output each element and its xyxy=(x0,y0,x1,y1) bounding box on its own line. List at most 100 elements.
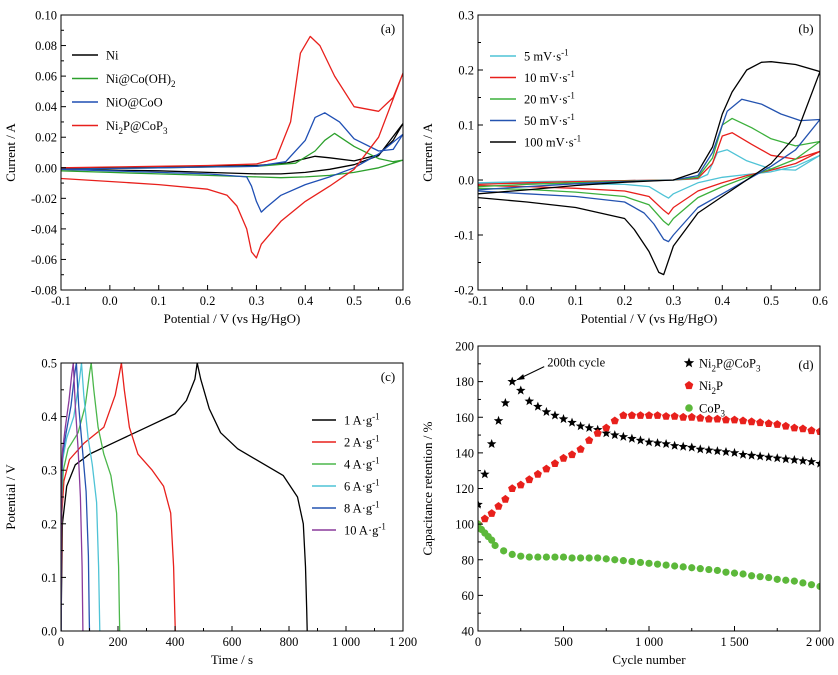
legend-label: 2 A·g-1 xyxy=(344,434,380,450)
data-point xyxy=(695,444,706,454)
legend-subscript: 2 xyxy=(171,79,176,89)
legend-label: CoP3 xyxy=(699,402,726,419)
data-point xyxy=(696,413,705,422)
y-tick-label: 0.02 xyxy=(35,131,57,145)
data-point xyxy=(781,454,791,464)
legend-text: 1 A·g xyxy=(344,414,373,428)
data-point xyxy=(550,459,559,467)
data-point xyxy=(601,428,611,438)
data-point xyxy=(628,557,636,566)
legend-text: P xyxy=(716,379,723,393)
data-point xyxy=(644,437,654,447)
data-point xyxy=(671,562,679,570)
x-tick-label: 1 000 xyxy=(635,635,663,649)
x-tick-label: 0.3 xyxy=(249,294,265,308)
y-tick-label: -0.02 xyxy=(31,192,57,206)
data-point xyxy=(585,436,594,444)
data-point xyxy=(773,575,781,583)
data-point xyxy=(730,569,739,577)
data-point xyxy=(773,420,782,428)
y-tick-label: -0.06 xyxy=(31,253,57,267)
data-point xyxy=(610,416,619,425)
x-tick-label: 0.0 xyxy=(519,294,535,308)
legend-superscript: -1 xyxy=(372,500,380,510)
data-point xyxy=(807,426,816,435)
data-point xyxy=(653,560,662,568)
data-point xyxy=(704,445,714,455)
series-1-line xyxy=(61,363,176,631)
data-point xyxy=(816,582,820,591)
data-point xyxy=(670,412,679,420)
legend-superscript: -1 xyxy=(567,112,575,122)
legend-subscript: 3 xyxy=(756,364,761,374)
y-tick-label: 0.4 xyxy=(41,410,57,424)
data-point xyxy=(721,415,730,424)
data-point xyxy=(696,565,704,573)
data-point xyxy=(508,484,517,492)
legend-label: Ni@Co(OH)2 xyxy=(106,72,175,89)
data-point xyxy=(501,494,510,503)
data-point xyxy=(687,412,696,421)
series-3-line xyxy=(61,35,403,259)
series-2-line xyxy=(61,112,403,213)
legend-text: 50 mV·s xyxy=(524,114,568,128)
x-tick-label: 0.5 xyxy=(346,294,362,308)
data-point xyxy=(636,411,645,419)
series-4-line xyxy=(478,61,820,276)
x-tick-label: 0.0 xyxy=(102,294,118,308)
data-point xyxy=(756,573,764,581)
data-point xyxy=(542,553,551,561)
data-point xyxy=(713,414,722,423)
legend-text: P@CoP xyxy=(123,119,163,133)
series-group xyxy=(61,35,403,259)
y-tick-label: 120 xyxy=(455,482,474,496)
legend-text: 4 A·g xyxy=(344,458,373,472)
legend-label: 1 A·g-1 xyxy=(344,412,380,428)
legend-text: Ni xyxy=(106,49,119,63)
data-point xyxy=(559,453,568,462)
y-axis-label: Potential / V xyxy=(3,464,18,530)
legend-label: 10 A·g-1 xyxy=(344,522,386,538)
data-point xyxy=(480,514,489,523)
x-tick-label: 200 xyxy=(109,635,128,649)
panel-label: (b) xyxy=(798,21,813,36)
data-point xyxy=(669,440,680,450)
data-point xyxy=(494,502,503,510)
data-point xyxy=(661,439,671,448)
legend-subscript: 2 xyxy=(712,386,717,396)
y-tick-label: 0.3 xyxy=(458,9,474,23)
series-5-line xyxy=(61,363,84,631)
x-axis-label: Cycle number xyxy=(612,652,686,667)
data-point xyxy=(487,509,496,517)
y-tick-label: 200 xyxy=(455,340,474,354)
data-point xyxy=(679,563,687,571)
data-point xyxy=(807,581,816,589)
data-point xyxy=(500,398,511,407)
legend-text: Ni@Co(OH) xyxy=(106,72,171,86)
x-tick-label: 0.3 xyxy=(666,294,682,308)
data-point xyxy=(541,406,552,416)
x-tick-label: 0 xyxy=(58,635,64,649)
data-point xyxy=(500,547,508,555)
series-2-line xyxy=(61,363,121,631)
x-tick-label: 0.1 xyxy=(151,294,167,308)
legend-label: 8 A·g-1 xyxy=(344,500,380,516)
y-tick-label: 0.2 xyxy=(458,64,474,78)
x-tick-label: 800 xyxy=(280,635,299,649)
series-group xyxy=(61,363,308,631)
data-point xyxy=(739,570,747,578)
data-point xyxy=(493,415,504,425)
legend-superscript: -1 xyxy=(574,134,582,144)
data-point xyxy=(533,401,543,411)
legend-label: 20 mV·s-1 xyxy=(524,91,575,107)
y-tick-label: 40 xyxy=(462,625,475,639)
legend-superscript: -1 xyxy=(372,456,380,466)
panel-label: (a) xyxy=(381,21,395,36)
y-tick-label: 0.04 xyxy=(35,100,58,114)
legend-label: 5 mV·s-1 xyxy=(524,48,569,64)
legend-superscript: -1 xyxy=(567,69,575,79)
data-point xyxy=(534,553,542,561)
legend-text: NiO@CoO xyxy=(106,96,163,110)
